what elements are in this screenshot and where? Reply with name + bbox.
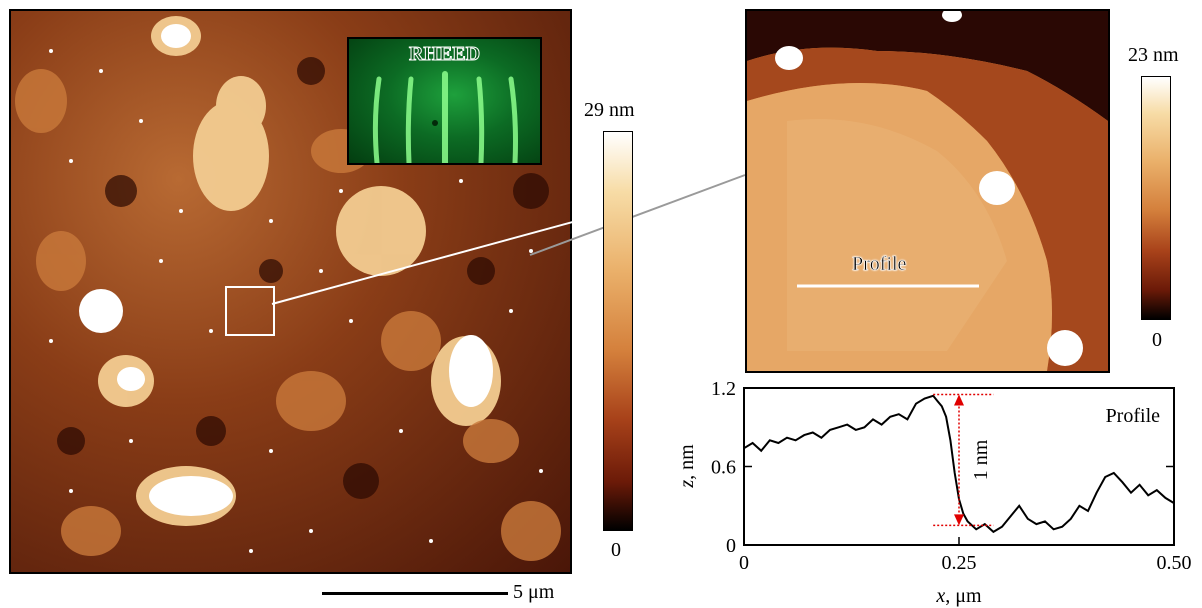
y-axis-label: z, nm xyxy=(676,444,698,489)
x-axis-label: x, μm xyxy=(935,585,982,607)
scale-bar xyxy=(322,592,508,595)
afm-image-zoom: Profile xyxy=(745,9,1110,373)
y-tick-label: 0 xyxy=(726,535,736,557)
annotation-arrowhead-up xyxy=(954,394,964,406)
y-tick-label: 0.6 xyxy=(711,457,736,479)
scale-bar-label: 5 μm xyxy=(513,581,555,603)
colorbar-main-max-label: 29 nm xyxy=(584,99,635,121)
colorbar-zoom-max-label: 23 nm xyxy=(1128,44,1179,66)
zoom-region-box xyxy=(225,286,275,336)
rheed-inset: RHEED xyxy=(347,37,542,165)
x-tick-label: 0 xyxy=(739,552,749,574)
profile-chart: 0 0.25 0.50 0 0.6 1.2 Profile x, μm z, nm 1 n… xyxy=(676,380,1192,607)
zoom-profile-label: Profile xyxy=(852,253,907,276)
x-tick-label: 0.25 xyxy=(942,552,977,574)
step-height-annotation: 1 nm xyxy=(970,439,992,480)
x-tick-label: 0.50 xyxy=(1157,552,1192,574)
colorbar-main xyxy=(603,131,633,531)
chart-title: Profile xyxy=(1106,405,1161,427)
rheed-title: RHEED xyxy=(408,43,481,66)
colorbar-zoom-min-label: 0 xyxy=(1152,329,1162,351)
colorbar-zoom xyxy=(1141,76,1171,320)
profile-series-line xyxy=(743,394,1175,534)
afm-zoom-texture xyxy=(747,11,1108,371)
annotation-arrowhead-down xyxy=(954,514,964,526)
rheed-streaks xyxy=(372,71,518,163)
colorbar-main-min-label: 0 xyxy=(611,539,621,561)
y-tick-label: 1.2 xyxy=(711,380,736,400)
